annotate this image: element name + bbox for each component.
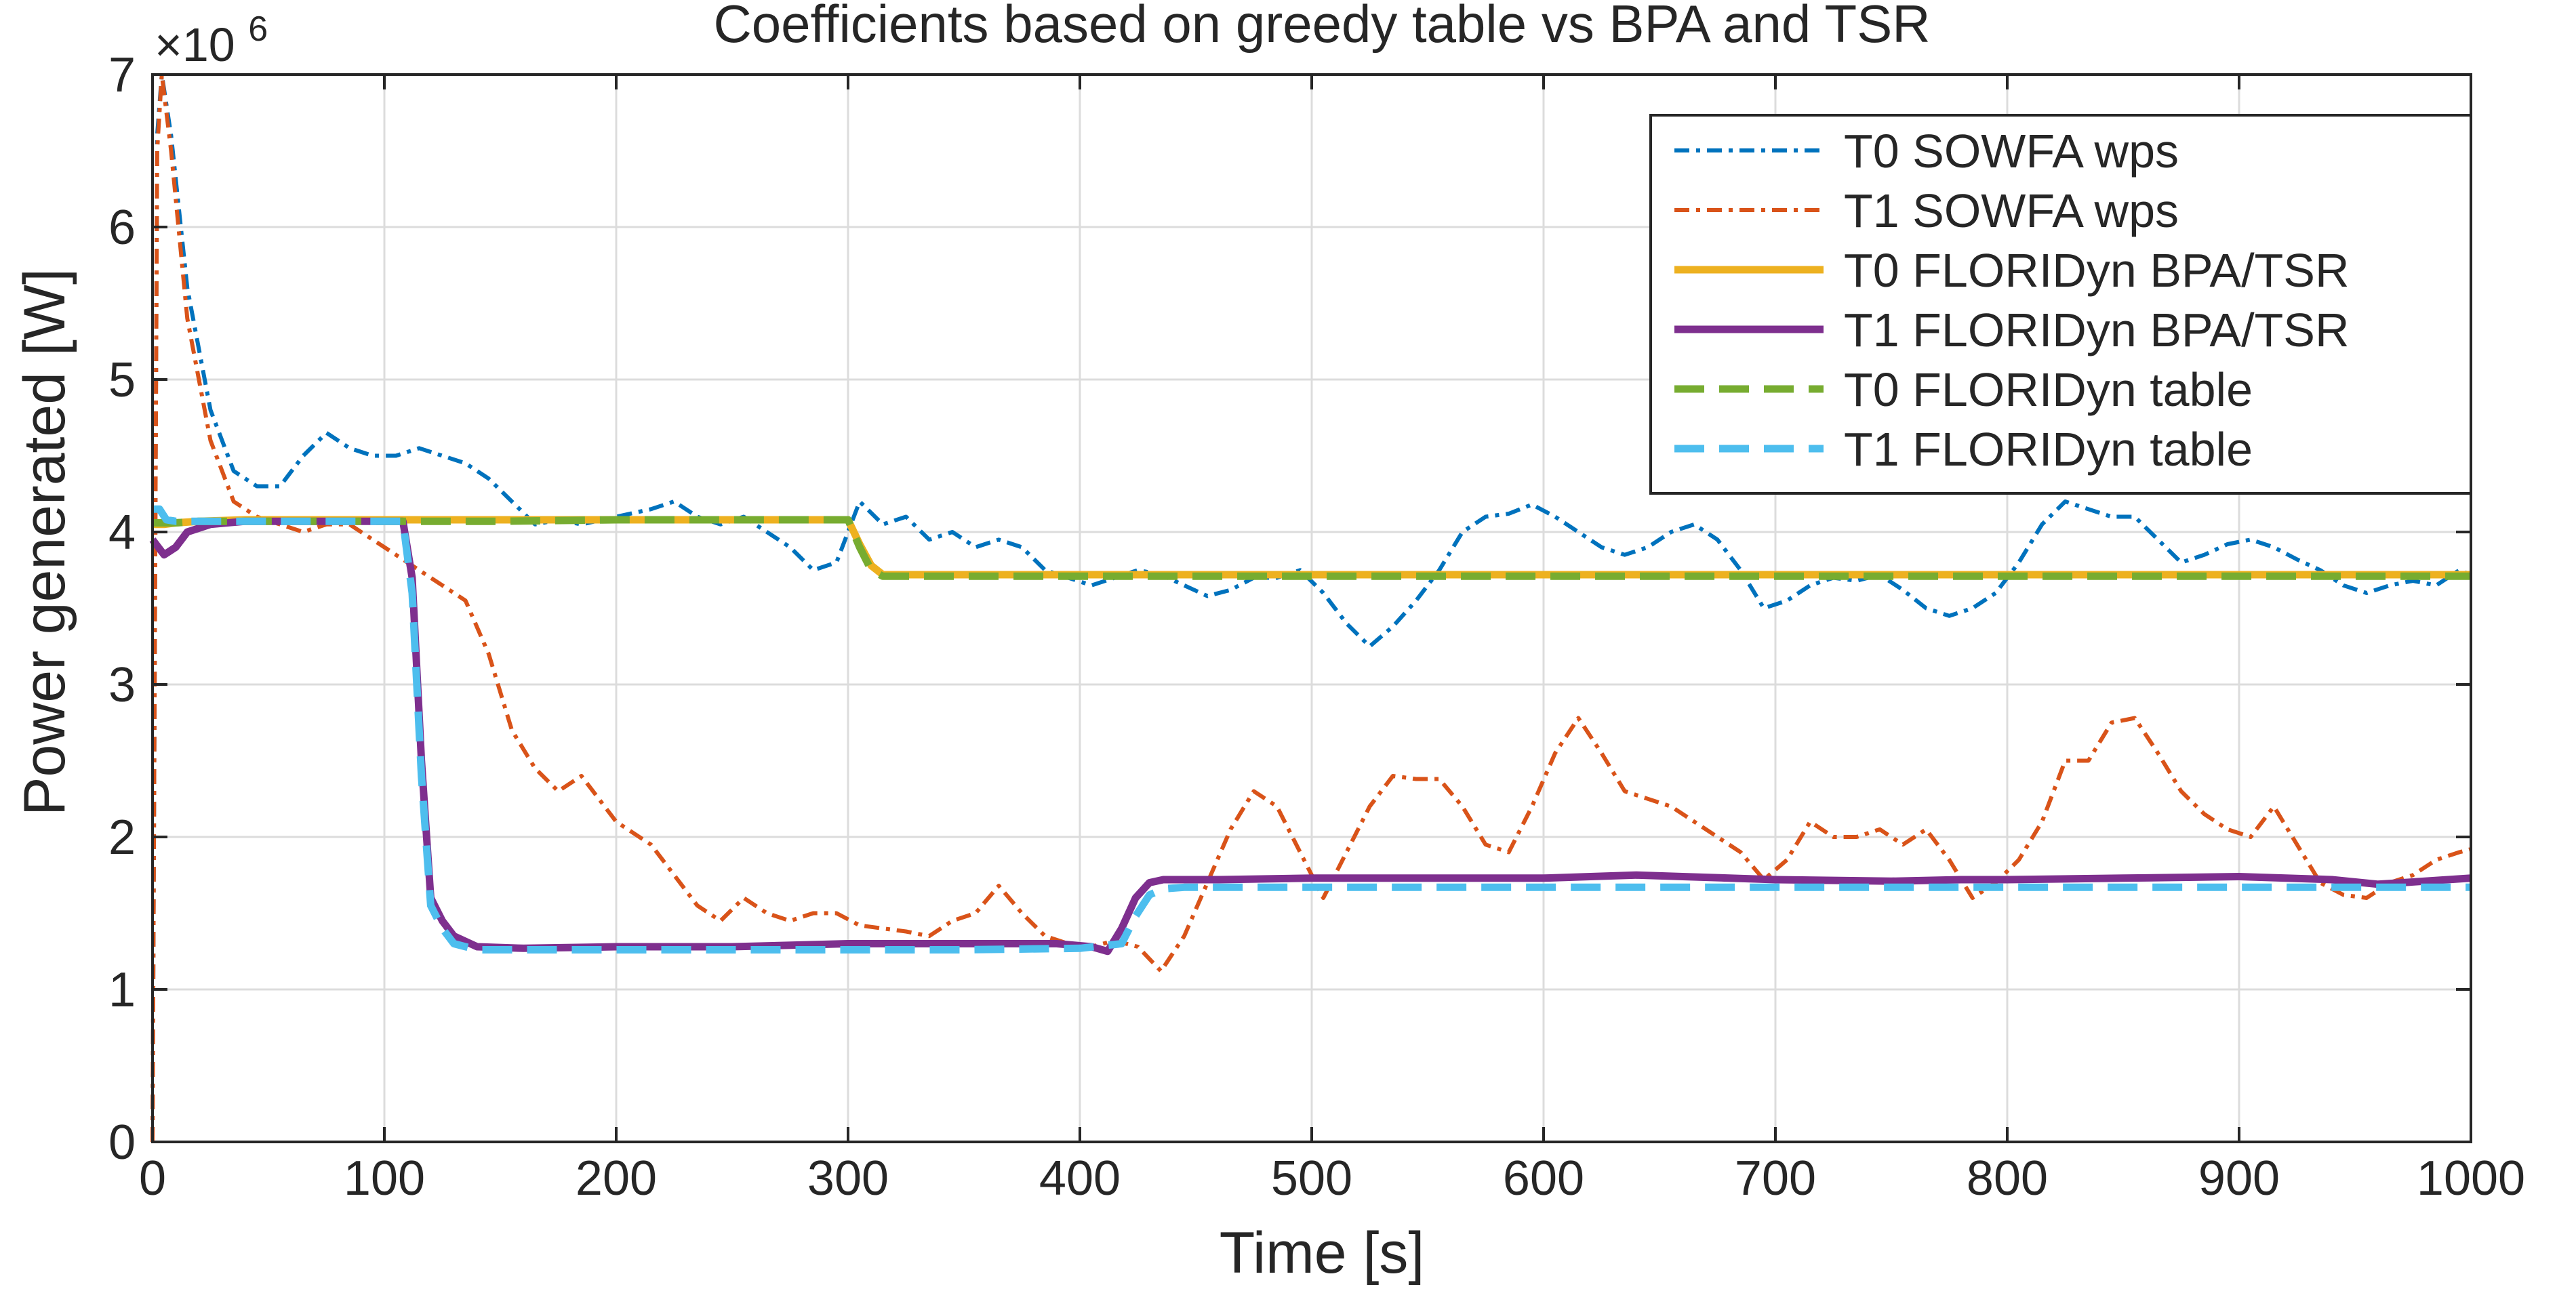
tick-labels: 0 100 200 300 400 500 600 700 800 900 1000 0 1 2 3 4 5 6 7 <box>108 48 2525 1206</box>
legend-label-1: T0 SOWFA wps <box>1844 125 2179 178</box>
y-tick-label: 0 <box>108 1115 136 1170</box>
x-axis-label: Time [s] <box>1220 1221 1425 1286</box>
y-tick-label: 5 <box>108 353 136 407</box>
y-exponent-label: ×10 6 <box>155 9 268 71</box>
legend-box <box>1649 114 2472 495</box>
y-tick-label: 1 <box>108 963 136 1017</box>
series-line-2 <box>150 73 2472 1143</box>
y-tick-label: 3 <box>108 658 136 712</box>
y-tick-label: 7 <box>108 48 136 102</box>
y-tick-label: 4 <box>108 506 136 560</box>
y-exponent-power: 6 <box>248 9 268 49</box>
x-tick-label: 100 <box>344 1151 425 1206</box>
x-tick-label: 300 <box>807 1151 889 1206</box>
x-tick-label: 600 <box>1503 1151 1584 1206</box>
series-group <box>149 73 2472 1143</box>
legend-label-3: T0 FLORIDyn BPA/TSR <box>1844 244 2350 297</box>
y-tick-label: 6 <box>108 201 136 255</box>
legend-label-2: T1 SOWFA wps <box>1844 184 2179 237</box>
x-tick-label: 800 <box>1967 1151 2048 1206</box>
x-tick-label: 900 <box>2198 1151 2280 1206</box>
x-tick-label: 500 <box>1271 1151 1352 1206</box>
axes <box>151 73 2472 1143</box>
series-line-6 <box>153 505 2471 954</box>
legend: T0 SOWFA wps T1 SOWFA wps T0 FLORIDyn BPA/… <box>1649 114 2472 495</box>
y-axis-label: Power generated [W] <box>12 268 77 816</box>
y-tick-label: 2 <box>108 811 136 865</box>
x-tick-label: 400 <box>1039 1151 1121 1206</box>
x-tick-label: 1000 <box>2417 1151 2525 1206</box>
chart-title: Coefficients based on greedy table vs BP… <box>713 0 1930 54</box>
legend-label-5: T0 FLORIDyn table <box>1844 363 2253 416</box>
series-line-1 <box>150 73 2472 1143</box>
series-line-5 <box>153 516 2471 580</box>
x-tick-label: 700 <box>1735 1151 1816 1206</box>
legend-label-6: T1 FLORIDyn table <box>1844 423 2253 476</box>
y-exponent-base: ×10 <box>155 18 235 71</box>
x-tick-label: 0 <box>139 1151 166 1206</box>
legend-label-4: T1 FLORIDyn BPA/TSR <box>1844 304 2350 356</box>
x-tick-label: 200 <box>576 1151 657 1206</box>
